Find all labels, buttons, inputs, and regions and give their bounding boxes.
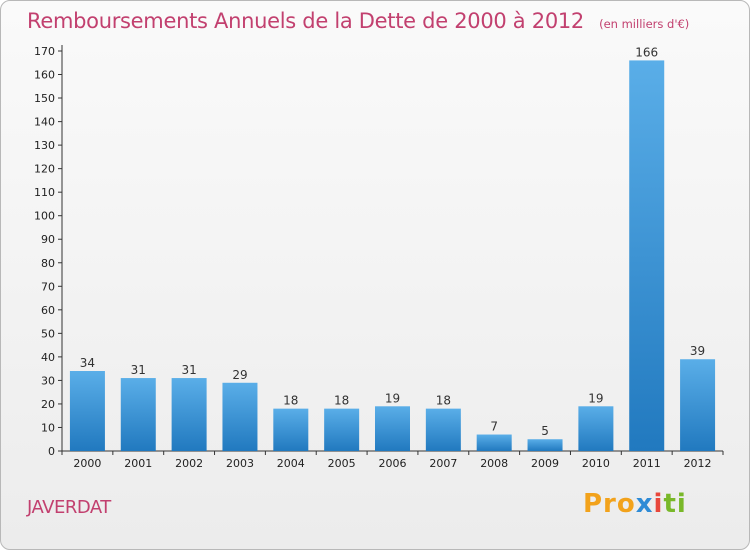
chart-title: Remboursements Annuels de la Dette de 20…	[27, 9, 689, 33]
data-label-2009: 5	[541, 424, 549, 438]
chart-unit-note: (en milliers d'€)	[599, 17, 690, 31]
data-label-2001: 31	[131, 363, 146, 377]
x-tick-label: 2012	[684, 457, 712, 470]
x-tick-label: 2007	[429, 457, 457, 470]
bar-2005	[324, 408, 360, 451]
x-tick-label: 2008	[480, 457, 508, 470]
commune-name: JAVERDAT	[27, 497, 111, 518]
y-tick-label: 170	[34, 45, 55, 58]
chart-title-text: Remboursements Annuels de la Dette de 20…	[27, 9, 584, 33]
bar-2001	[120, 378, 156, 451]
data-labels: 34 31 31 29 18 18 19 18 7 5 19 166 39	[80, 45, 705, 438]
x-tick-label: 2003	[226, 457, 254, 470]
y-tick-label: 80	[41, 257, 55, 270]
y-tick-label: 20	[41, 398, 55, 411]
data-label-2010: 19	[588, 391, 603, 405]
y-tick-label: 150	[34, 92, 55, 105]
data-label-2000: 34	[80, 356, 95, 370]
x-tick-label: 2011	[633, 457, 661, 470]
y-tick-label: 60	[41, 304, 55, 317]
y-tick-label: 160	[34, 69, 55, 82]
x-tick-label: 2004	[277, 457, 305, 470]
data-label-2006: 19	[385, 391, 400, 405]
data-label-2007: 18	[436, 394, 451, 408]
bar-2011	[629, 60, 665, 451]
y-tick-label: 70	[41, 280, 55, 293]
bar-2009	[527, 439, 563, 451]
x-tick-label: 2006	[379, 457, 407, 470]
data-label-2008: 7	[490, 420, 498, 434]
y-tick-label: 120	[34, 163, 55, 176]
data-label-2011: 166	[635, 45, 658, 59]
y-tick-label: 50	[41, 327, 55, 340]
bar-2006	[375, 406, 410, 451]
data-label-2004: 18	[283, 394, 298, 408]
y-tick-label: 100	[34, 210, 55, 223]
y-tick-label: 40	[41, 351, 55, 364]
y-tick-label: 10	[41, 421, 55, 434]
bar-2010	[578, 406, 614, 451]
y-tick-label: 90	[41, 233, 55, 246]
y-tick-label: 110	[34, 186, 55, 199]
y-axis: 0 10 20 30 40 50 60 70 80 90 100 110 120 130 140 150 160…	[34, 45, 63, 458]
bar-2008	[476, 434, 512, 451]
bar-2000	[69, 371, 105, 451]
y-tick-label: 0	[48, 445, 55, 458]
bar-2004	[273, 408, 309, 451]
data-label-2002: 31	[181, 363, 196, 377]
x-tick-label: 2010	[582, 457, 610, 470]
bar-2002	[171, 378, 207, 451]
x-tick-label: 2001	[124, 457, 152, 470]
x-tick-label: 2009	[531, 457, 559, 470]
bar-2012	[680, 359, 716, 451]
y-tick-label: 130	[34, 139, 55, 152]
x-tick-label: 2005	[328, 457, 356, 470]
x-tick-label: 2000	[73, 457, 101, 470]
bar-2007	[425, 408, 461, 451]
bar-2003	[222, 382, 258, 451]
proxiti-logo: Proxiti	[583, 489, 687, 519]
x-axis: 2000 2001 2002 2003 2004 2005 2006 2007 2008 2009…	[61, 450, 724, 470]
bars	[69, 60, 716, 451]
data-label-2003: 29	[232, 368, 247, 382]
data-label-2005: 18	[334, 394, 349, 408]
x-tick-label: 2002	[175, 457, 203, 470]
y-tick-label: 30	[41, 374, 55, 387]
data-label-2012: 39	[690, 344, 705, 358]
y-tick-label: 140	[34, 116, 55, 129]
